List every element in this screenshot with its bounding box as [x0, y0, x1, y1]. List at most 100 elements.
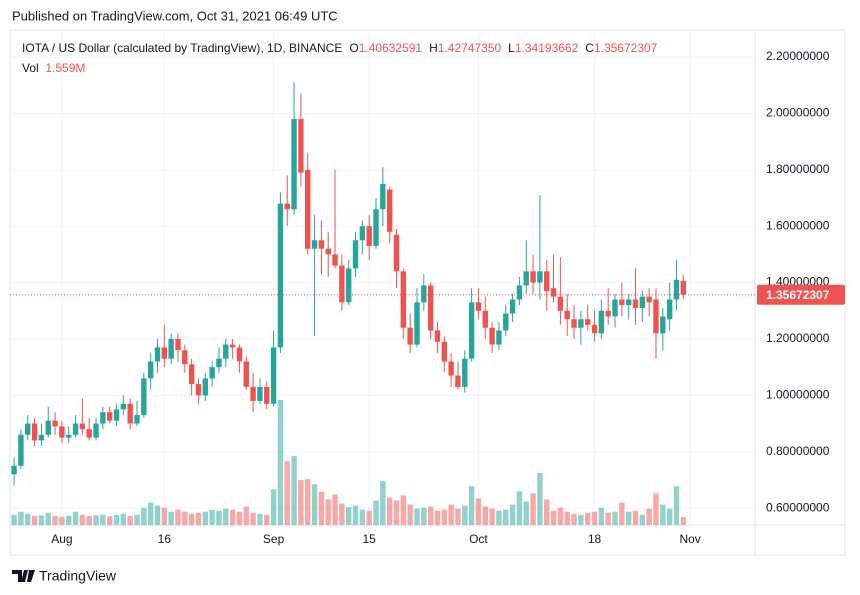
- candle-body: [673, 279, 680, 300]
- volume-bar: [421, 507, 427, 525]
- candle-body: [311, 240, 318, 249]
- candle-body: [380, 183, 386, 210]
- volume-bar: [277, 400, 284, 525]
- candle-body: [86, 429, 92, 438]
- volume-bar: [680, 517, 686, 525]
- candle-body: [578, 319, 584, 328]
- volume-bar: [127, 515, 133, 525]
- volume-bar: [373, 500, 379, 525]
- volume-bar: [414, 508, 420, 525]
- candle-body: [127, 403, 133, 424]
- candle-body: [448, 361, 454, 376]
- y-tick-label: 1.00000000: [766, 388, 830, 402]
- chart-frame: [9, 29, 846, 556]
- volume-bar: [380, 481, 386, 525]
- volume-bar: [489, 508, 495, 525]
- candle-body: [332, 254, 338, 266]
- volume-bar: [270, 489, 277, 525]
- candle-body: [598, 310, 605, 334]
- volume-bar: [468, 486, 475, 525]
- candle-body: [544, 271, 550, 292]
- candle-body: [414, 302, 420, 345]
- candle-body: [182, 350, 188, 365]
- volume-bar: [223, 508, 229, 525]
- last-price-label: 1.35672307: [766, 288, 830, 302]
- grid: [10, 30, 755, 525]
- candle-body: [660, 316, 666, 334]
- candle-body: [202, 378, 208, 396]
- candle-body: [591, 324, 598, 334]
- candle-body: [400, 271, 407, 328]
- ohlc-legend: IOTA / US Dollar (calculated by TradingV…: [22, 41, 740, 55]
- volume-bar: [503, 509, 509, 525]
- candle-body: [100, 412, 106, 424]
- candle-body: [503, 313, 509, 331]
- candle-body: [305, 169, 311, 249]
- candle-body: [154, 347, 161, 362]
- volume-bar: [243, 506, 249, 525]
- volume-bar: [161, 507, 168, 525]
- legend-value: 1.42747350: [437, 41, 502, 55]
- candle-body: [325, 248, 331, 255]
- candle-body: [52, 420, 58, 427]
- x-tick-label: Oct: [469, 532, 488, 546]
- candle-body: [229, 344, 236, 348]
- candle-body: [236, 347, 243, 362]
- volume-bar: [106, 516, 113, 525]
- volume-bar: [318, 491, 325, 525]
- candle-body: [366, 226, 372, 246]
- volume-bar: [18, 511, 24, 525]
- y-tick-label: 0.60000000: [766, 500, 830, 514]
- candle-body: [359, 226, 366, 241]
- candle-body: [38, 434, 45, 441]
- candle-body: [72, 423, 79, 435]
- volume-bar: [605, 512, 611, 525]
- volume-bar: [666, 508, 673, 525]
- y-tick-label: 2.20000000: [766, 49, 830, 63]
- volume-bar: [550, 510, 557, 525]
- symbol-title: IOTA / US Dollar (calculated by TradingV…: [22, 41, 343, 55]
- volume-bar: [100, 514, 106, 525]
- candle-body: [93, 423, 99, 438]
- candle-body: [257, 386, 263, 401]
- volume-bar: [475, 498, 482, 525]
- x-tick-label: Sep: [263, 532, 285, 546]
- volume-bar: [509, 504, 516, 525]
- candle-body: [79, 423, 86, 430]
- candle-body: [571, 319, 577, 328]
- candle-body: [147, 361, 154, 379]
- candle-body: [605, 310, 611, 317]
- volume: [11, 400, 686, 525]
- candle-body: [345, 268, 352, 303]
- volume-bar: [86, 515, 92, 525]
- candle-body: [195, 384, 202, 396]
- volume-legend: Vol 1.559M: [22, 61, 85, 75]
- candles: [11, 82, 686, 486]
- logo-icon: [12, 570, 35, 582]
- candle-body: [277, 203, 284, 348]
- volume-bar: [625, 511, 632, 525]
- volume-bar: [393, 500, 400, 525]
- candle-body: [161, 347, 168, 359]
- volume-bar: [202, 511, 208, 525]
- y-tick-label: 1.20000000: [766, 331, 830, 345]
- candle-body: [270, 347, 277, 404]
- volume-bar: [619, 502, 625, 525]
- volume-bar: [79, 514, 86, 525]
- volume-bar: [120, 513, 127, 525]
- volume-bar: [646, 508, 652, 525]
- volume-bar: [591, 511, 598, 525]
- volume-bar: [168, 511, 174, 525]
- candle-body: [680, 280, 686, 295]
- candle-body: [141, 378, 147, 416]
- volume-bar: [25, 513, 31, 525]
- volume-bar: [639, 514, 646, 525]
- volume-bar: [584, 512, 591, 525]
- volume-bar: [72, 511, 79, 525]
- volume-bar: [598, 507, 605, 525]
- volume-bar: [564, 511, 570, 525]
- volume-value: 1.559M: [45, 61, 86, 75]
- volume-bar: [141, 507, 147, 525]
- volume-bar: [339, 503, 345, 525]
